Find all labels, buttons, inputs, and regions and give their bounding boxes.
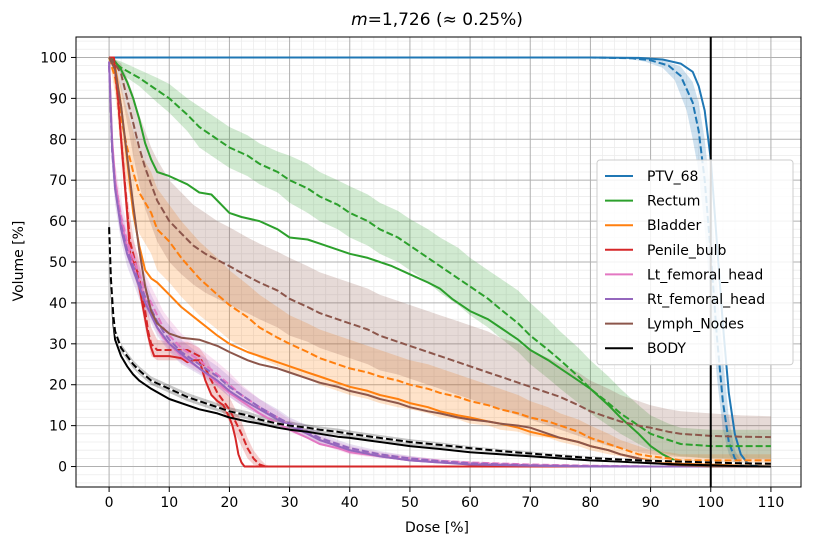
x-tick-label: 40	[341, 495, 359, 511]
legend-label-rectum: Rectum	[647, 194, 700, 210]
y-tick-label: 40	[49, 296, 67, 312]
y-tick-label: 100	[40, 50, 67, 66]
line-lymph-nodes-actual	[108, 57, 771, 468]
x-tick-label: 100	[697, 495, 724, 511]
line-body-actual	[108, 227, 771, 468]
y-tick-label: 0	[58, 460, 67, 476]
y-tick-label: 10	[49, 419, 67, 435]
x-tick-label: 10	[160, 495, 178, 511]
legend-label-lymph-nodes: Lymph_Nodes	[647, 317, 744, 333]
y-tick-label: 30	[49, 337, 67, 353]
line-body-predicted	[108, 227, 771, 465]
line-rt-femoral-head-actual	[108, 61, 771, 468]
line-lymph-nodes-predicted	[108, 56, 771, 439]
legend-label-body: BODY	[647, 341, 686, 357]
legend-label-bladder: Bladder	[647, 218, 701, 234]
chart-title-variable: m	[351, 10, 368, 30]
y-tick-label: 70	[49, 173, 67, 189]
y-tick-label: 90	[49, 91, 67, 107]
x-tick-label: 0	[105, 495, 114, 511]
x-axis-ticks: 0 10 20 30 40 50 60 70 80 90 100 110	[105, 487, 785, 511]
x-tick-label: 50	[401, 495, 419, 511]
x-tick-label: 70	[521, 495, 539, 511]
x-tick-label: 60	[461, 495, 479, 511]
y-tick-label: 80	[49, 132, 67, 148]
band-lymph-nodes	[109, 57, 771, 460]
line-penile-bulb-predicted	[109, 56, 771, 468]
chart-title-rest: =1,726 (≈ 0.25%)	[368, 10, 523, 30]
x-tick-label: 110	[758, 495, 785, 511]
line-bladder-predicted	[108, 57, 771, 462]
legend-label-penile-bulb: Penile_bulb	[647, 243, 726, 259]
legend: PTV_68 Rectum Bladder Penile_bulb Lt_femoral…	[596, 159, 794, 366]
confidence-bands	[109, 57, 771, 467]
y-axis-label: Volume [%]	[11, 221, 27, 302]
x-tick-label: 90	[642, 495, 660, 511]
y-tick-label: 20	[49, 378, 67, 394]
y-tick-label: 60	[49, 214, 67, 230]
legend-box	[596, 159, 794, 366]
legend-label-rt-femoral-head: Rt_femoral_head	[647, 292, 765, 308]
band-rectum	[109, 57, 771, 459]
band-bladder	[109, 57, 771, 466]
x-tick-label: 30	[281, 495, 299, 511]
line-rectum-actual	[108, 56, 771, 468]
x-tick-label: 20	[221, 495, 239, 511]
line-rt-femoral-head-predicted	[108, 65, 771, 468]
line-rectum-predicted	[108, 56, 771, 448]
x-axis-label: Dose [%]	[405, 520, 469, 536]
legend-label-lt-femoral-head: Lt_femoral_head	[647, 267, 763, 283]
y-tick-label: 50	[49, 255, 67, 271]
chart-title: m=1,726 (≈ 0.25%)	[351, 10, 523, 30]
y-axis-ticks: 0 10 20 30 40 50 60 70 80 90 100	[40, 50, 76, 476]
legend-label-ptv-68: PTV_68	[647, 169, 698, 185]
x-tick-label: 80	[582, 495, 600, 511]
